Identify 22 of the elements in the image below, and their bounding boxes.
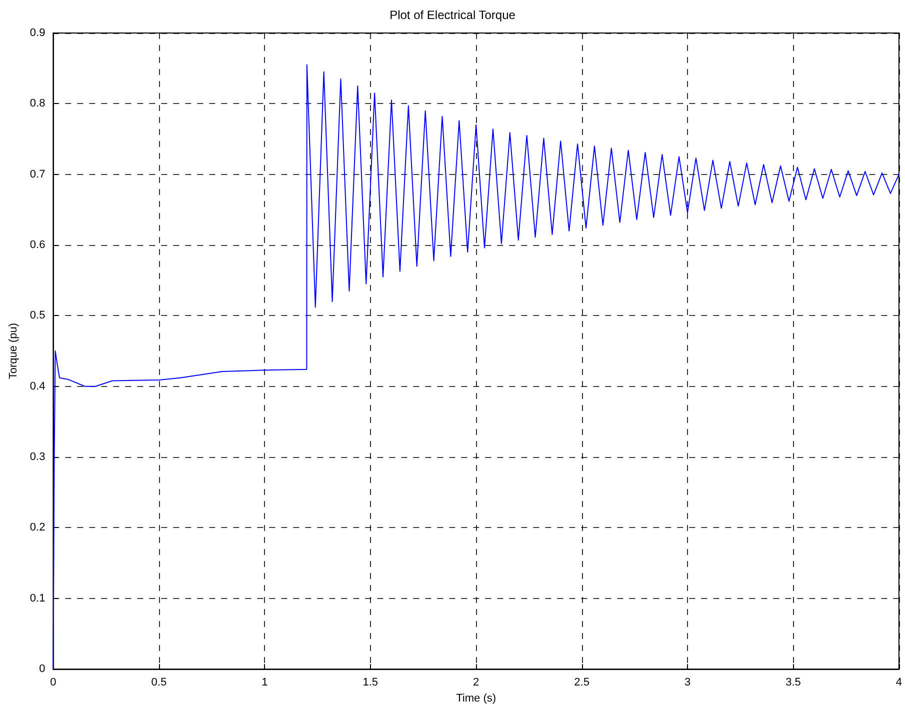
x-tick-label: 2.5 (574, 676, 590, 689)
y-axis-title: Torque (pu) (8, 322, 20, 380)
x-tick-label: 0 (50, 676, 56, 689)
x-tick-label: 1.5 (362, 676, 378, 689)
y-tick-label: 0.3 (30, 451, 46, 464)
x-tick-label: 0.5 (151, 676, 167, 689)
x-tick-label: 4 (896, 676, 902, 689)
y-tick-label: 0.8 (30, 98, 46, 110)
x-tick-label: 2 (473, 676, 480, 689)
y-tick-label: 0.1 (30, 592, 46, 604)
y-tick-label: 0.2 (30, 522, 46, 534)
y-tick-label: 0.7 (30, 168, 46, 180)
y-tick-label: 0.5 (30, 310, 46, 322)
chart-title: Plot of Electrical Torque (390, 8, 516, 22)
y-tick-label: 0.4 (30, 380, 46, 392)
x-tick-label: 1 (262, 676, 268, 689)
x-axis-title: Time (s) (456, 692, 496, 704)
y-tick-label: 0.9 (30, 27, 46, 39)
x-tick-label: 3.5 (786, 676, 801, 689)
y-tick-label: 0 (39, 663, 46, 676)
y-tick-label: 0.6 (30, 239, 46, 252)
x-tick-label: 3 (684, 676, 691, 689)
